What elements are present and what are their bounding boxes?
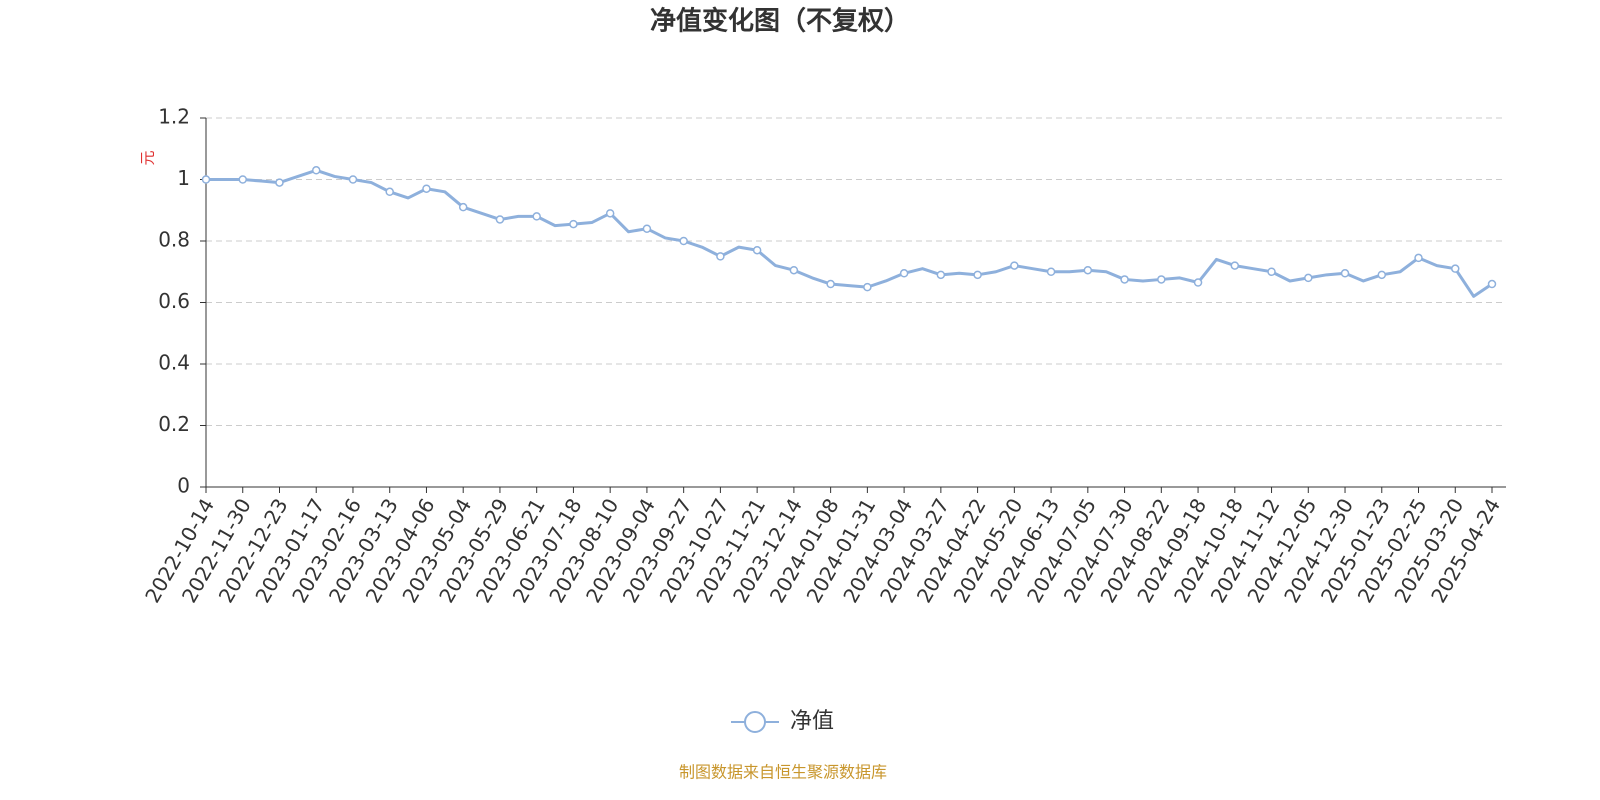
data-point bbox=[1193, 278, 1203, 287]
data-point bbox=[716, 252, 725, 261]
y-tick-label: 0.4 bbox=[158, 351, 190, 375]
source-note: 制图数据来自恒生聚源数据库 bbox=[679, 763, 887, 782]
data-point bbox=[385, 187, 394, 197]
y-tick-label: 1 bbox=[177, 166, 190, 190]
data-point bbox=[532, 212, 541, 221]
y-axis-label: 元 bbox=[139, 150, 157, 165]
data-point bbox=[1230, 261, 1240, 270]
data-point bbox=[201, 175, 211, 184]
data-point bbox=[495, 215, 505, 224]
data-point bbox=[1414, 253, 1423, 263]
data-point bbox=[1304, 273, 1313, 283]
data-point bbox=[605, 209, 615, 218]
data-point bbox=[752, 245, 762, 255]
data-point bbox=[899, 269, 909, 278]
data-point bbox=[679, 236, 688, 246]
data-point bbox=[826, 279, 835, 289]
data-point bbox=[973, 270, 982, 280]
legend-marker bbox=[744, 711, 766, 733]
data-point bbox=[863, 282, 872, 292]
data-point bbox=[275, 178, 284, 187]
y-tick-label: 0.6 bbox=[158, 289, 190, 313]
data-point bbox=[642, 224, 652, 233]
data-line bbox=[206, 168, 1493, 298]
data-point bbox=[1377, 270, 1387, 280]
data-point bbox=[422, 184, 431, 193]
data-point bbox=[348, 175, 358, 184]
y-tick-label: 0.8 bbox=[158, 228, 190, 252]
data-point bbox=[1451, 264, 1460, 273]
data-point bbox=[936, 270, 946, 280]
y-tick-label: 0 bbox=[177, 474, 190, 498]
data-point bbox=[458, 202, 468, 212]
data-point bbox=[311, 166, 321, 175]
data-point bbox=[1157, 275, 1166, 284]
data-point bbox=[569, 219, 578, 229]
data-point bbox=[789, 265, 799, 275]
data-point bbox=[238, 175, 247, 184]
data-point bbox=[1340, 269, 1350, 278]
data-point bbox=[1010, 261, 1019, 270]
legend-label: 净值 bbox=[790, 709, 834, 734]
y-tick-label: 0.2 bbox=[158, 412, 190, 436]
data-point bbox=[1487, 279, 1497, 289]
data-point bbox=[1267, 267, 1276, 276]
y-tick-label: 1.2 bbox=[158, 105, 190, 129]
data-point bbox=[1046, 267, 1056, 276]
chart-title: 净值变化图（不复权） bbox=[650, 6, 910, 37]
data-point bbox=[1083, 265, 1093, 275]
data-point bbox=[1120, 275, 1129, 284]
